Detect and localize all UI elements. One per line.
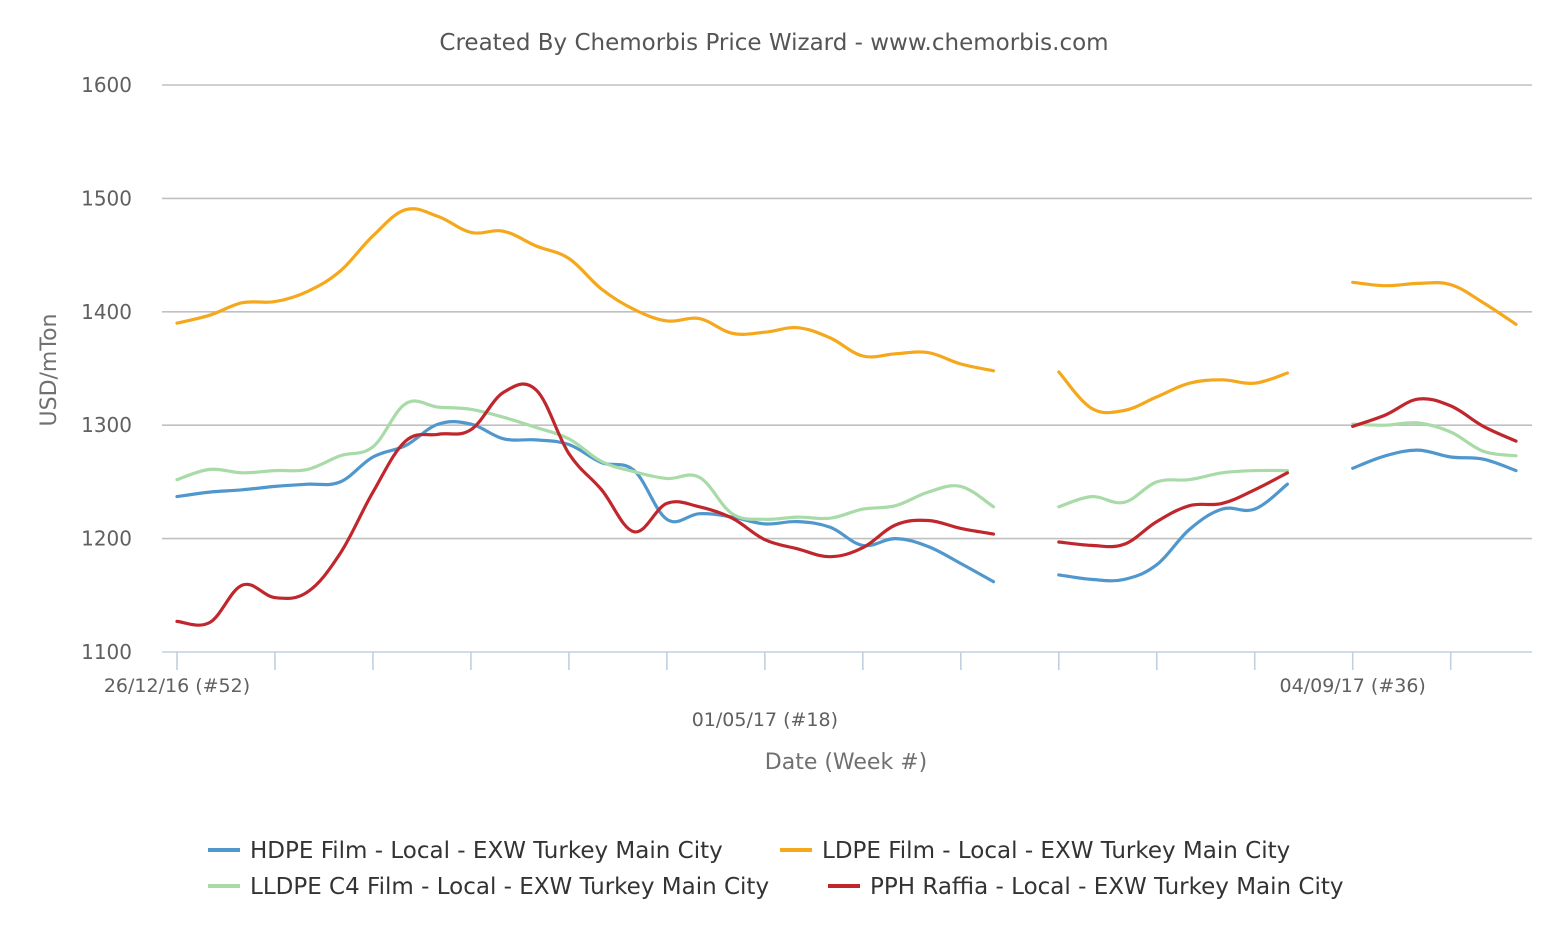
series-line-group [175, 420, 1518, 584]
legend-item[interactable]: HDPE Film - Local - EXW Turkey Main City [208, 838, 723, 864]
series-line [1351, 280, 1518, 326]
legend-label: HDPE Film - Local - EXW Turkey Main City [250, 838, 723, 864]
legend-item[interactable]: LLDPE C4 Film - Local - EXW Turkey Main … [208, 874, 769, 900]
legend-item[interactable]: LDPE Film - Local - EXW Turkey Main City [780, 838, 1290, 864]
y-axis-title: USD/mTon [37, 314, 62, 427]
legend-label: LDPE Film - Local - EXW Turkey Main City [822, 838, 1290, 864]
legend-label: LLDPE C4 Film - Local - EXW Turkey Main … [250, 874, 769, 900]
x-tick-label: 01/05/17 (#18) [692, 709, 838, 731]
legend-label: PPH Raffia - Local - EXW Turkey Main Cit… [870, 874, 1344, 900]
series-line [1351, 397, 1518, 443]
chart-title: Created By Chemorbis Price Wizard - www.… [439, 30, 1108, 56]
series-line-group [175, 207, 1518, 415]
series-line-group [175, 399, 1518, 521]
series-lines [175, 207, 1518, 627]
x-axis [162, 651, 1532, 670]
legend-item[interactable]: PPH Raffia - Local - EXW Turkey Main Cit… [828, 874, 1344, 900]
series-line [175, 382, 996, 627]
gridlines [162, 84, 1532, 540]
series-line [175, 399, 996, 521]
x-tick-label: 26/12/16 (#52) [104, 675, 250, 697]
y-tick-label: 1100 [81, 640, 132, 664]
y-tick-label: 1200 [81, 527, 132, 551]
series-line [1351, 448, 1518, 473]
y-tick-label: 1400 [81, 300, 132, 324]
series-line [1057, 468, 1289, 509]
x-axis-title: Date (Week #) [765, 750, 927, 775]
series-line [1057, 370, 1289, 415]
y-tick-label: 1300 [81, 413, 132, 437]
x-axis-ticks: 26/12/16 (#52) 01/05/17 (#18) 04/09/17 (#3… [104, 675, 1426, 731]
y-tick-label: 1600 [81, 73, 132, 97]
x-tick-label: 04/09/17 (#36) [1280, 675, 1426, 697]
series-line-group [175, 382, 1518, 627]
series-line [1057, 471, 1289, 549]
series-line [175, 207, 996, 373]
legend[interactable]: HDPE Film - Local - EXW Turkey Main City… [208, 838, 1344, 900]
y-tick-label: 1500 [81, 186, 132, 210]
series-line [175, 420, 996, 584]
series-line [1057, 482, 1289, 583]
y-axis-ticks: 1100 1200 1300 1400 1500 1600 [81, 73, 132, 664]
series-line [1351, 421, 1518, 458]
